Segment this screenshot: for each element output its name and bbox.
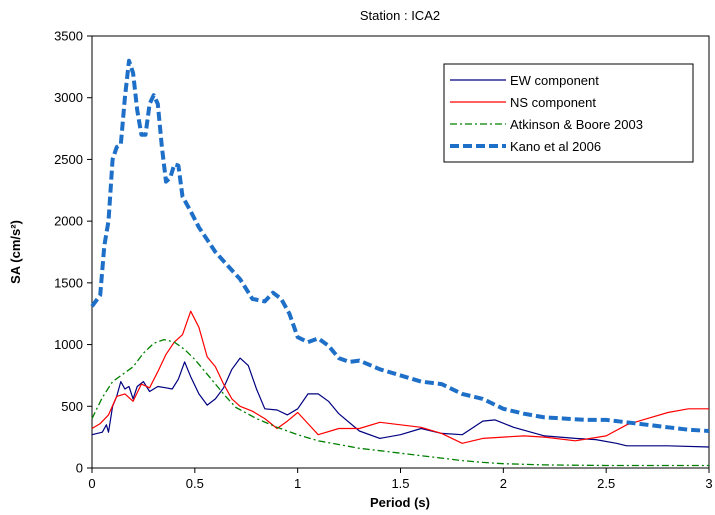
y-axis: 0 500 1000 1500 2000 2500 3000 3500 [54, 29, 92, 476]
y-tick-label: 500 [61, 399, 83, 414]
series-line-4 [90, 58, 710, 433]
x-axis-title: Period (s) [370, 495, 430, 510]
y-tick-label: 0 [76, 461, 83, 476]
x-tick-label: 0 [88, 476, 95, 491]
chart-title: Station : ICA2 [360, 8, 440, 23]
series-line-3 [91, 338, 709, 467]
x-tick-label: 0.5 [186, 476, 204, 491]
series-line-1 [91, 357, 710, 448]
legend-label: Kano et al 2006 [510, 139, 601, 154]
x-tick-label: 3 [705, 476, 712, 491]
legend-label: NS component [510, 95, 596, 110]
y-tick-label: 3500 [54, 29, 83, 44]
y-tick-label: 2500 [54, 152, 83, 167]
y-axis-title-text: SA (cm/s²) [8, 220, 23, 284]
y-tick-label: 3000 [54, 90, 83, 105]
x-tick-label: 1 [294, 476, 301, 491]
y-axis-title: SA (cm/s²) [8, 220, 23, 284]
series-line-2 [91, 310, 709, 444]
x-tick-label: 2 [500, 476, 507, 491]
x-tick-label: 2.5 [597, 476, 615, 491]
legend-label: EW component [510, 73, 599, 88]
series-layer [90, 58, 710, 467]
x-tick-label: 1.5 [391, 476, 409, 491]
x-axis: 0 0.5 1 1.5 2 2.5 3 [88, 468, 713, 491]
legend-label: Atkinson & Boore 2003 [510, 117, 643, 132]
y-tick-label: 2000 [54, 214, 83, 229]
y-tick-label: 1500 [54, 275, 83, 290]
y-tick-label: 1000 [54, 337, 83, 352]
legend: EW component NS component Atkinson & Boore… [443, 63, 694, 163]
